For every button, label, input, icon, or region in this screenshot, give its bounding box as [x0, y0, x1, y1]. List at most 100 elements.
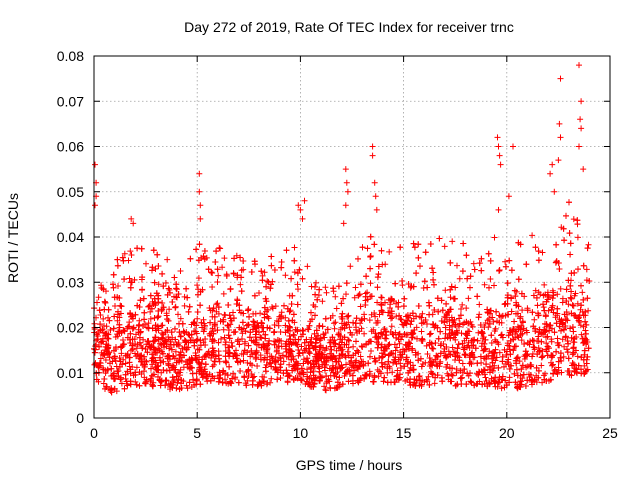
data-point [313, 335, 320, 342]
data-point [356, 328, 363, 335]
data-point [197, 288, 204, 295]
data-point [243, 382, 250, 389]
data-point [522, 383, 529, 389]
data-point [458, 374, 465, 381]
data-point [269, 357, 276, 364]
data-point [202, 336, 209, 342]
data-point [116, 295, 123, 301]
data-point [491, 234, 498, 241]
data-point [534, 302, 541, 309]
data-point [510, 326, 517, 333]
data-point [155, 373, 161, 380]
data-point [323, 353, 330, 360]
data-point [350, 343, 357, 350]
data-point [504, 342, 511, 349]
data-point [281, 302, 287, 309]
data-point-peak [497, 161, 504, 168]
data-point-peak [342, 166, 349, 173]
data-point [207, 377, 214, 384]
data-point [578, 331, 585, 338]
data-point [274, 376, 281, 383]
data-point [429, 371, 436, 378]
data-point [288, 301, 295, 307]
data-point [91, 349, 98, 356]
data-point [456, 320, 463, 327]
data-point [119, 361, 126, 368]
data-point [126, 323, 133, 330]
data-point [312, 336, 319, 343]
data-point [269, 305, 276, 312]
data-point [498, 331, 505, 338]
data-point [291, 365, 297, 372]
data-point [176, 342, 182, 349]
data-point [282, 322, 289, 329]
data-point [372, 358, 379, 365]
y-tick-label: 0.03 [57, 274, 84, 290]
data-point [131, 276, 138, 283]
data-point [132, 311, 139, 318]
data-point [319, 298, 326, 305]
data-point [422, 317, 429, 323]
data-point [585, 345, 592, 352]
data-point [567, 251, 574, 258]
data-point [227, 378, 234, 385]
data-point [465, 295, 472, 302]
data-point [468, 337, 475, 344]
data-point [224, 322, 231, 329]
data-point [539, 379, 546, 386]
data-point [234, 272, 241, 279]
data-point [507, 351, 514, 358]
data-point [581, 347, 588, 354]
data-point [446, 316, 453, 323]
data-point [330, 285, 337, 292]
data-point [322, 367, 328, 374]
data-point [395, 336, 402, 343]
data-point [169, 299, 176, 305]
data-point [167, 341, 174, 348]
data-point [105, 351, 111, 358]
data-point [303, 345, 310, 352]
data-point [299, 275, 306, 282]
data-point [447, 335, 454, 342]
data-point [523, 364, 530, 371]
data-point [180, 364, 187, 371]
data-point [565, 277, 572, 284]
data-point-peak [196, 170, 203, 177]
data-point-peak [369, 143, 376, 150]
data-point [580, 296, 587, 303]
data-point [312, 312, 318, 319]
data-point [332, 340, 339, 347]
data-point [524, 307, 531, 314]
data-point [511, 287, 518, 294]
data-point [110, 375, 117, 382]
data-point [215, 352, 222, 359]
data-point [488, 340, 495, 346]
data-point [316, 344, 323, 351]
data-point [481, 367, 488, 374]
data-point [452, 321, 459, 328]
data-point [459, 340, 466, 347]
data-point [108, 389, 115, 396]
data-point [501, 301, 508, 308]
data-point [465, 320, 472, 327]
data-point [584, 353, 591, 360]
data-point [489, 350, 496, 357]
data-point [225, 344, 232, 351]
data-point [294, 341, 301, 348]
data-point [138, 358, 144, 365]
data-point [431, 307, 438, 313]
data-point [371, 372, 378, 379]
data-point [330, 353, 337, 360]
data-point [397, 316, 404, 322]
data-point [180, 328, 187, 335]
data-point [412, 351, 419, 358]
data-point [467, 378, 474, 385]
data-point [214, 327, 221, 334]
data-point [398, 316, 405, 323]
data-point [570, 344, 577, 351]
data-point [292, 361, 299, 368]
data-point [462, 351, 469, 358]
data-point [531, 316, 538, 323]
data-point [407, 321, 414, 328]
data-point [193, 246, 200, 253]
